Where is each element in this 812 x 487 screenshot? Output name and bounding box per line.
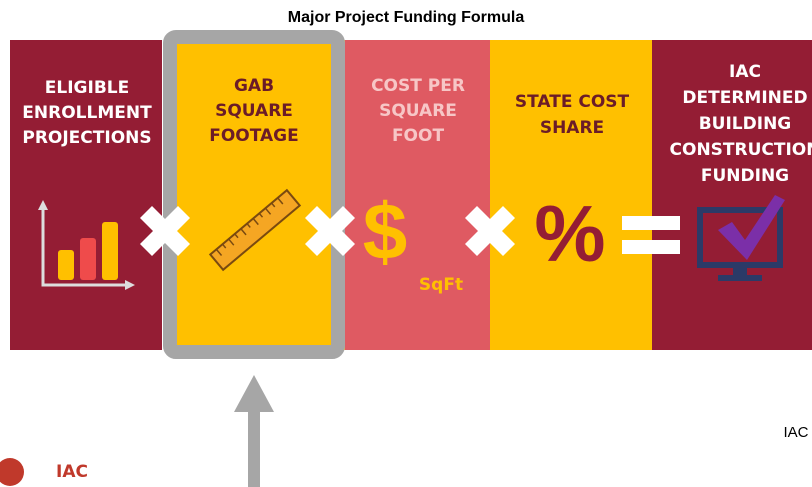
panel-cost [345, 40, 490, 350]
dollar-sign: $ [363, 187, 408, 276]
panel-label: SQUARE [215, 101, 293, 121]
logo-text: IAC [56, 462, 88, 482]
panel-funding [652, 40, 812, 350]
panel-label: SQUARE [379, 101, 457, 121]
unit-label: SqFt [419, 275, 463, 295]
panel-share [490, 40, 652, 350]
up-arrow [234, 375, 274, 487]
panel-square-footage [170, 40, 345, 350]
monitor-icon [697, 195, 785, 281]
panel-label: ELIGIBLE [45, 78, 129, 98]
multiply-signs [140, 206, 515, 256]
panel-label: DETERMINED [682, 88, 807, 108]
panel-label: FUNDING [701, 166, 789, 186]
panel-label: COST PER [371, 76, 465, 96]
ruler-icon [208, 188, 302, 272]
percent-sign: % [534, 189, 605, 278]
logo: IAC [0, 458, 88, 486]
panel-label: GAB [234, 76, 274, 96]
footer-text: IAC [783, 424, 808, 441]
panel-label: CONSTRUCTION [670, 140, 812, 160]
panel-label: PROJECTIONS [22, 128, 151, 148]
highlight-frame [163, 30, 345, 359]
bar-chart-icon [38, 200, 135, 290]
equals-sign [622, 216, 680, 254]
panel-label: SHARE [540, 118, 604, 138]
panel-label: FOOTAGE [209, 126, 299, 146]
panel-label: ENROLLMENT [22, 103, 152, 123]
title: Major Project Funding Formula [288, 9, 525, 26]
panel-label: IAC [729, 62, 761, 82]
panel-label: STATE COST [515, 92, 630, 112]
panel-label: FOOT [392, 126, 445, 146]
panel-enrollment [10, 40, 162, 350]
panel-label: BUILDING [699, 114, 792, 134]
